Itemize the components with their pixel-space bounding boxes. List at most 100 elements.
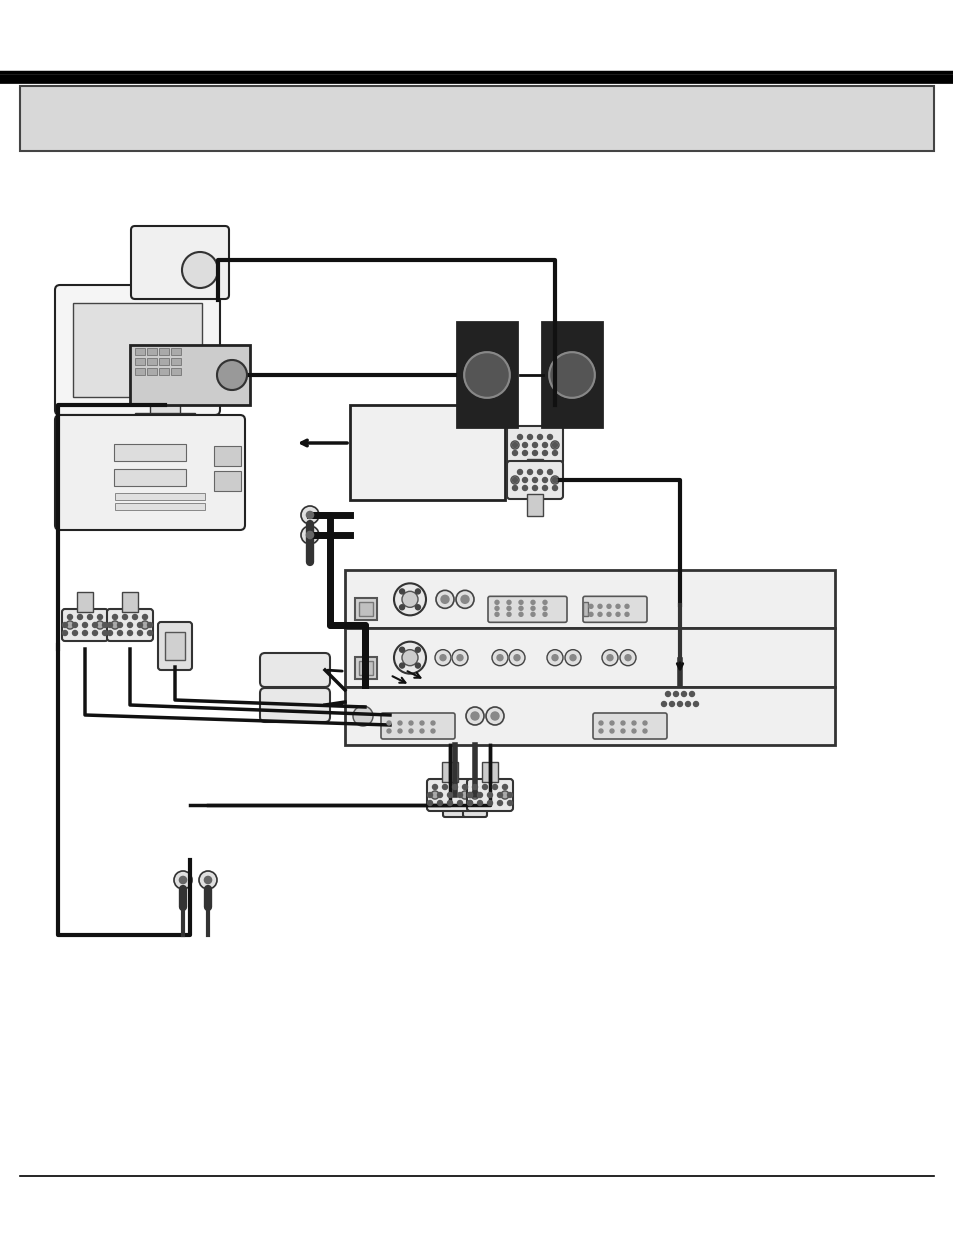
Circle shape (409, 729, 413, 734)
Circle shape (82, 631, 88, 636)
Circle shape (137, 622, 142, 627)
Circle shape (471, 790, 478, 799)
Circle shape (669, 701, 674, 706)
Circle shape (532, 485, 537, 490)
Circle shape (506, 600, 511, 604)
Circle shape (598, 721, 602, 725)
Bar (345, 687, 834, 745)
Circle shape (542, 442, 547, 447)
FancyBboxPatch shape (462, 790, 486, 818)
Bar (159, 368, 169, 375)
Circle shape (620, 729, 624, 734)
Circle shape (518, 606, 522, 610)
Circle shape (552, 451, 557, 456)
Circle shape (437, 793, 442, 798)
Circle shape (497, 655, 502, 661)
Circle shape (148, 622, 152, 627)
Circle shape (128, 622, 132, 627)
Circle shape (471, 713, 478, 720)
Circle shape (112, 615, 117, 620)
FancyBboxPatch shape (427, 779, 473, 811)
Circle shape (437, 800, 442, 805)
FancyBboxPatch shape (442, 790, 467, 818)
Circle shape (452, 650, 468, 666)
Circle shape (88, 615, 92, 620)
Bar (159, 358, 169, 366)
FancyBboxPatch shape (73, 303, 202, 396)
Circle shape (415, 663, 420, 668)
Bar (345, 571, 834, 629)
FancyBboxPatch shape (113, 445, 186, 461)
Circle shape (495, 613, 498, 616)
Circle shape (148, 631, 152, 636)
Circle shape (601, 650, 618, 666)
Circle shape (216, 359, 247, 390)
FancyBboxPatch shape (506, 461, 562, 499)
Circle shape (97, 615, 102, 620)
Circle shape (502, 784, 507, 789)
FancyBboxPatch shape (593, 713, 666, 739)
Bar (147, 348, 157, 354)
Circle shape (102, 631, 108, 636)
Circle shape (507, 793, 512, 798)
Circle shape (552, 655, 558, 661)
Circle shape (141, 621, 149, 629)
FancyBboxPatch shape (62, 609, 108, 641)
FancyBboxPatch shape (260, 688, 330, 722)
Bar (135, 348, 145, 354)
Circle shape (495, 600, 498, 604)
Circle shape (436, 590, 454, 609)
Circle shape (460, 595, 469, 604)
Circle shape (431, 790, 438, 799)
Circle shape (306, 511, 314, 519)
Bar (77, 592, 92, 613)
Circle shape (435, 650, 451, 666)
Circle shape (506, 606, 511, 610)
Circle shape (609, 729, 614, 734)
FancyBboxPatch shape (113, 469, 186, 487)
Circle shape (477, 800, 482, 805)
Circle shape (642, 721, 646, 725)
Circle shape (569, 655, 576, 661)
Circle shape (462, 784, 467, 789)
Circle shape (564, 650, 580, 666)
Circle shape (63, 631, 68, 636)
Circle shape (598, 613, 601, 616)
Circle shape (397, 729, 401, 734)
FancyBboxPatch shape (150, 405, 180, 415)
Circle shape (199, 871, 216, 889)
FancyBboxPatch shape (55, 285, 220, 415)
Circle shape (616, 613, 619, 616)
Circle shape (394, 642, 426, 673)
FancyBboxPatch shape (107, 609, 152, 641)
Circle shape (693, 701, 698, 706)
Bar (358, 603, 373, 616)
Circle shape (179, 877, 187, 883)
Circle shape (82, 622, 88, 627)
FancyBboxPatch shape (582, 597, 646, 622)
Circle shape (456, 590, 474, 609)
Circle shape (460, 790, 469, 799)
Circle shape (301, 506, 318, 524)
Circle shape (606, 613, 610, 616)
Circle shape (497, 793, 502, 798)
Circle shape (173, 871, 192, 889)
Circle shape (68, 615, 72, 620)
Circle shape (512, 451, 517, 456)
Circle shape (532, 442, 537, 447)
Bar (355, 657, 376, 679)
Circle shape (631, 721, 636, 725)
Circle shape (507, 800, 512, 805)
Bar (358, 661, 373, 674)
Circle shape (689, 692, 694, 697)
Circle shape (514, 655, 519, 661)
Circle shape (609, 721, 614, 725)
Circle shape (665, 692, 670, 697)
Circle shape (512, 485, 517, 490)
Circle shape (509, 650, 524, 666)
Circle shape (306, 531, 314, 538)
Circle shape (301, 526, 318, 543)
Circle shape (122, 615, 128, 620)
Circle shape (440, 595, 449, 604)
Circle shape (467, 793, 472, 798)
